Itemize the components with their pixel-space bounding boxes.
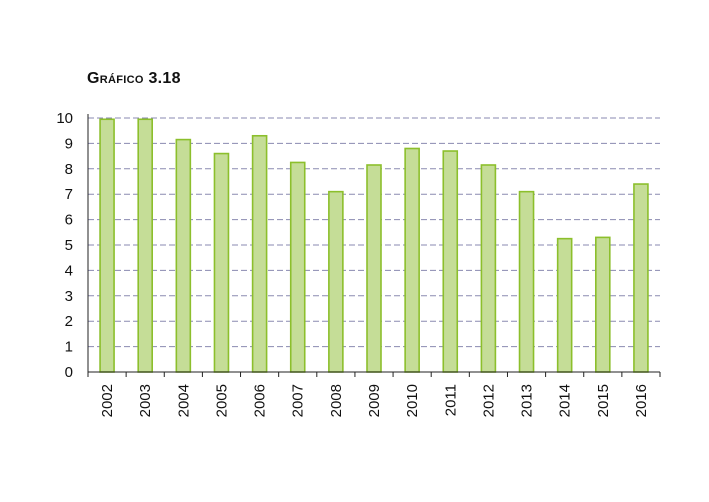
- y-tick-label: 5: [65, 237, 73, 254]
- y-tick-label: 9: [65, 135, 73, 152]
- chart-title: Gráfico 3.18: [87, 70, 181, 87]
- y-tick-label: 0: [65, 364, 73, 381]
- y-tick-label: 7: [65, 186, 73, 203]
- bar-2011: [442, 150, 459, 373]
- bar-2014: [556, 237, 573, 373]
- bar-2006: [251, 134, 268, 373]
- x-tick-label: 2012: [480, 384, 497, 417]
- bar-2013: [518, 190, 535, 373]
- x-tick-label: 2008: [328, 384, 345, 417]
- y-tick-label: 4: [65, 262, 73, 279]
- x-tick-label: 2009: [366, 384, 383, 417]
- x-tick-label: 2004: [175, 384, 192, 417]
- bar-2005: [213, 152, 230, 373]
- bar-2008: [328, 190, 344, 373]
- y-tick-label: 3: [65, 288, 73, 305]
- y-tick-label: 6: [65, 212, 73, 229]
- x-tick-label: 2014: [557, 384, 574, 417]
- x-tick-label: 2011: [442, 384, 459, 416]
- bar-2012: [480, 164, 497, 373]
- y-axis-ticks: 0 1 2 3 4 5 6 7 8 9 10: [56, 110, 73, 381]
- bar-2004: [175, 138, 192, 373]
- bar-2009: [366, 164, 382, 373]
- axes: [87, 114, 661, 377]
- x-tick-label: 2002: [99, 384, 116, 417]
- y-tick-label: 10: [56, 110, 73, 127]
- x-tick-label: 2010: [404, 384, 421, 417]
- x-tick-label: 2007: [290, 384, 307, 417]
- x-axis-ticks: 2002 2003 2004 2005 2006 2007 2008 2009 2010 2011…: [99, 384, 650, 417]
- x-tick-label: 2003: [137, 384, 154, 417]
- y-tick-label: 2: [65, 313, 73, 330]
- x-tick-label: 2016: [633, 384, 650, 417]
- y-tick-label: 8: [65, 161, 73, 178]
- bars: [99, 118, 649, 373]
- y-tick-label: 1: [65, 339, 73, 356]
- x-tick-label: 2013: [519, 384, 536, 417]
- bar-2016: [633, 183, 649, 373]
- bar-2007: [289, 161, 306, 373]
- bar-2010: [404, 147, 420, 373]
- x-tick-label: 2006: [252, 384, 269, 417]
- x-tick-label: 2015: [595, 384, 612, 417]
- bar-2015: [594, 236, 611, 373]
- bar-2003: [137, 118, 153, 373]
- bar-2002: [99, 118, 115, 373]
- x-tick-label: 2005: [213, 384, 230, 417]
